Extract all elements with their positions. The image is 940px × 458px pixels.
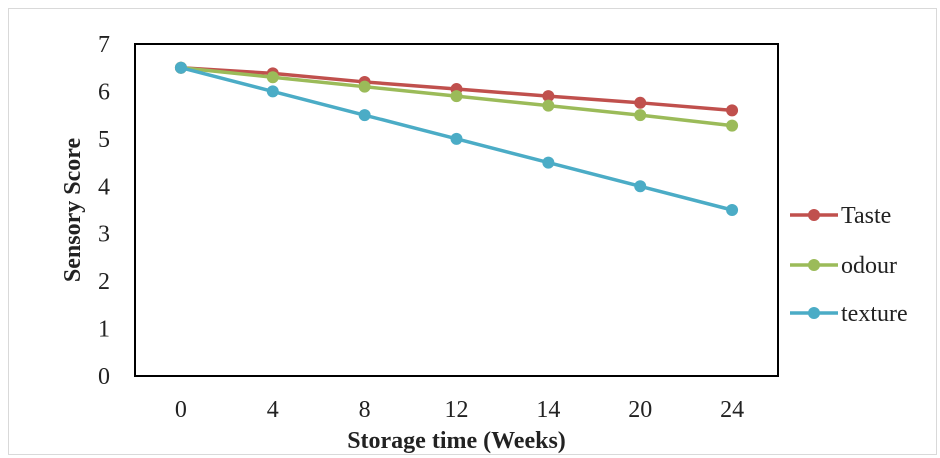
data-point bbox=[542, 99, 555, 112]
x-tick-label: 24 bbox=[720, 397, 744, 423]
y-tick-label: 2 bbox=[98, 269, 110, 295]
data-point bbox=[634, 109, 647, 122]
y-tick-label: 7 bbox=[98, 32, 110, 58]
x-tick-label: 4 bbox=[267, 397, 279, 423]
data-point bbox=[358, 109, 371, 122]
data-point bbox=[542, 156, 555, 169]
legend-marker bbox=[808, 209, 820, 221]
data-point bbox=[174, 61, 187, 74]
data-point bbox=[542, 90, 555, 103]
data-point bbox=[726, 119, 739, 132]
y-tick-label: 0 bbox=[98, 364, 110, 390]
legend-marker bbox=[808, 307, 820, 319]
y-tick-label: 3 bbox=[98, 222, 110, 248]
x-tick-label: 0 bbox=[175, 397, 187, 423]
data-point bbox=[266, 85, 279, 98]
y-axis-ticks: 0 1 2 3 4 5 6 7 bbox=[98, 32, 110, 390]
data-point bbox=[726, 104, 739, 117]
legend-item: odour bbox=[790, 253, 897, 279]
data-point bbox=[634, 96, 647, 109]
x-tick-label: 14 bbox=[536, 397, 560, 423]
series-texture bbox=[174, 61, 739, 216]
x-tick-label: 20 bbox=[628, 397, 652, 423]
data-point bbox=[266, 71, 279, 84]
x-axis-ticks: 0 4 8 12 14 20 24 bbox=[175, 397, 744, 423]
y-axis-title: Sensory Score bbox=[60, 138, 86, 283]
x-tick-label: 8 bbox=[359, 397, 371, 423]
legend-marker bbox=[808, 259, 820, 271]
legend-label: Taste bbox=[841, 203, 891, 229]
series-group bbox=[174, 61, 739, 216]
data-point bbox=[726, 204, 739, 216]
data-point bbox=[358, 80, 371, 93]
data-point bbox=[450, 132, 463, 145]
data-point bbox=[634, 180, 647, 193]
legend-label: texture bbox=[841, 301, 908, 327]
legend-label: odour bbox=[841, 253, 897, 279]
legend: Taste odour texture bbox=[790, 203, 908, 327]
y-tick-label: 4 bbox=[98, 174, 110, 200]
x-tick-label: 12 bbox=[445, 397, 469, 423]
legend-item: texture bbox=[790, 301, 908, 327]
x-axis-title: Storage time (Weeks) bbox=[347, 428, 566, 454]
chart-frame bbox=[8, 8, 937, 455]
y-tick-label: 5 bbox=[98, 127, 110, 153]
y-tick-label: 1 bbox=[98, 317, 110, 343]
data-point bbox=[450, 90, 463, 103]
legend-item: Taste bbox=[790, 203, 891, 229]
y-tick-label: 6 bbox=[98, 79, 110, 105]
